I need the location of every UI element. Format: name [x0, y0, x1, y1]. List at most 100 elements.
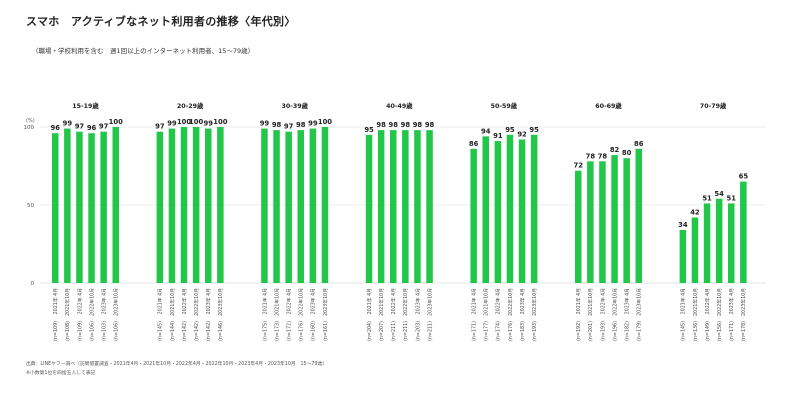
- bar: [76, 131, 83, 283]
- sample-size-label: (n=144): [170, 321, 176, 341]
- data-label: 54: [714, 190, 724, 198]
- bar: [180, 127, 188, 283]
- group-label: 60-69歳: [595, 101, 622, 110]
- sample-size-label: (n=109): [53, 321, 59, 341]
- period-tick-label: 2022年 4月: [285, 288, 292, 314]
- data-label: 96: [51, 124, 61, 132]
- period-tick-label: 2021年10月: [587, 288, 594, 316]
- y-tick-label: 100: [24, 125, 35, 131]
- sample-size-label: (n=204): [367, 321, 373, 341]
- data-label: 95: [529, 126, 539, 134]
- group-label: 15-19歳: [72, 101, 99, 110]
- bar: [285, 131, 292, 283]
- data-label: 34: [678, 221, 688, 229]
- period-tick-label: 2023年10月: [113, 288, 120, 316]
- bar: [64, 128, 71, 283]
- period-tick-label: 2022年 4月: [704, 288, 711, 314]
- sample-size-label: (n=172): [286, 321, 292, 341]
- period-tick-label: 2023年 4月: [205, 288, 212, 314]
- bar: [518, 139, 526, 283]
- period-tick-label: 2021年 4月: [52, 288, 59, 314]
- period-tick-label: 2023年10月: [322, 288, 329, 316]
- data-label: 42: [690, 208, 700, 216]
- period-tick-label: 2021年 4月: [680, 288, 687, 314]
- sample-size-label: (n=106): [89, 321, 95, 341]
- bar: [390, 130, 397, 283]
- bar: [635, 148, 642, 283]
- period-tick-label: 2023年10月: [531, 288, 538, 316]
- bar: [715, 198, 723, 283]
- data-label: 99: [260, 120, 270, 128]
- y-tick-label: 0: [31, 281, 35, 287]
- bar: [88, 133, 95, 283]
- data-label: 100: [318, 118, 332, 126]
- data-label: 91: [493, 132, 503, 140]
- data-label: 95: [505, 126, 515, 134]
- sample-size-label: (n=174): [496, 321, 502, 341]
- period-tick-label: 2021年 4月: [575, 288, 582, 314]
- data-label: 51: [702, 194, 712, 202]
- period-tick-label: 2022年 4月: [599, 288, 606, 314]
- sample-size-label: (n=178): [741, 321, 747, 341]
- bar: [217, 127, 224, 283]
- bar: [297, 130, 304, 283]
- period-tick-label: 2022年10月: [193, 288, 200, 316]
- sample-size-label: (n=109): [77, 321, 83, 341]
- period-tick-label: 2022年 4月: [181, 288, 188, 314]
- period-tick-label: 2022年 4月: [390, 288, 397, 314]
- bar: [703, 203, 711, 283]
- bar: [402, 130, 409, 283]
- bar: [261, 128, 268, 283]
- period-tick-label: 2022年10月: [402, 288, 409, 316]
- period-tick-label: 2022年 4月: [76, 288, 83, 314]
- sample-size-label: (n=171): [729, 321, 735, 341]
- sample-size-label: (n=203): [415, 321, 421, 341]
- sample-size-label: (n=149): [705, 321, 711, 341]
- bar: [728, 203, 735, 283]
- data-label: 99: [204, 120, 214, 128]
- sample-size-label: (n=211): [427, 321, 433, 341]
- data-label: 98: [413, 121, 423, 129]
- sample-size-label: (n=193): [600, 321, 606, 341]
- period-tick-label: 2023年 4月: [414, 288, 421, 314]
- data-label: 78: [598, 152, 608, 160]
- period-tick-label: 2023年 4月: [100, 288, 107, 314]
- data-label: 99: [167, 120, 177, 128]
- period-tick-label: 2021年 4月: [470, 288, 477, 314]
- bar: [623, 158, 630, 283]
- bar: [321, 127, 329, 283]
- period-tick-label: 2021年10月: [483, 288, 490, 316]
- y-tick-label: 50: [27, 203, 34, 209]
- group-label: 70-79歳: [700, 101, 727, 110]
- group-label: 50-59歳: [491, 101, 518, 110]
- sample-size-label: (n=136): [693, 321, 699, 341]
- sample-size-label: (n=161): [323, 321, 329, 341]
- data-label: 72: [574, 162, 584, 170]
- bar: [740, 181, 747, 283]
- bar: [377, 130, 385, 283]
- data-label: 98: [425, 121, 435, 129]
- bar: [168, 128, 176, 283]
- sample-size-label: (n=142): [206, 321, 212, 341]
- period-tick-label: 2023年 4月: [728, 288, 735, 314]
- sample-size-label: (n=193): [532, 321, 538, 341]
- sample-size-label: (n=182): [624, 321, 630, 341]
- period-tick-label: 2021年 4月: [157, 288, 164, 314]
- data-label: 100: [109, 118, 123, 126]
- bar: [365, 134, 373, 283]
- footnote-rounding: ※小数第1位を四捨五入して表記: [26, 371, 96, 376]
- period-tick-label: 2023年10月: [426, 288, 433, 316]
- period-tick-label: 2023年 4月: [519, 288, 526, 314]
- sample-size-label: (n=142): [194, 321, 200, 341]
- bar: [599, 161, 606, 283]
- sample-size-label: (n=108): [65, 321, 71, 341]
- period-tick-label: 2021年10月: [273, 288, 280, 316]
- sample-size-label: (n=160): [311, 321, 317, 341]
- period-tick-label: 2022年10月: [611, 288, 618, 316]
- data-label: 100: [213, 118, 227, 126]
- group-label: 30-39歳: [281, 101, 308, 110]
- sample-size-label: (n=201): [588, 321, 594, 341]
- sample-size-label: (n=177): [484, 321, 490, 341]
- bar: [273, 130, 280, 283]
- sample-size-label: (n=156): [717, 321, 723, 341]
